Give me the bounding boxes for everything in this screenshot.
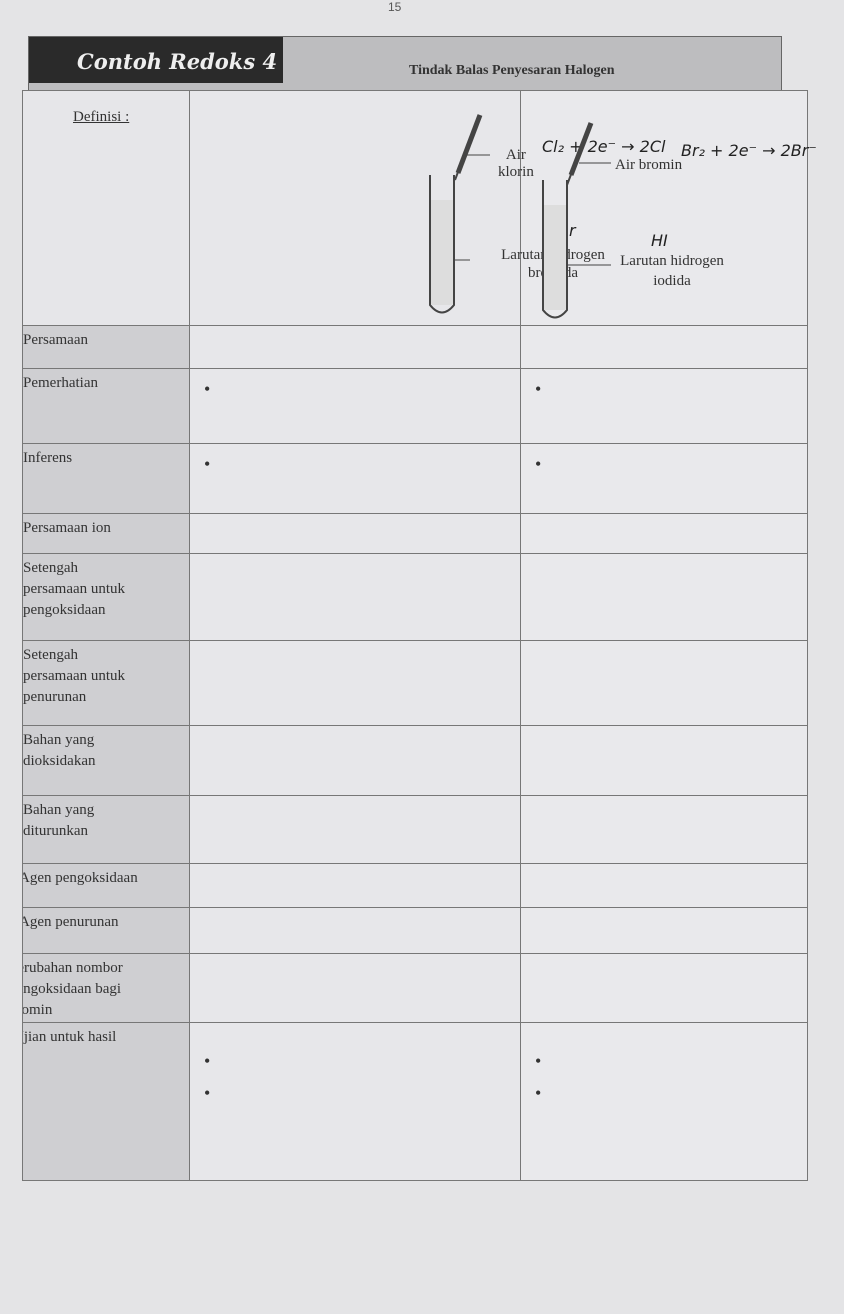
page-number: 15 bbox=[388, 0, 402, 14]
bullet: • bbox=[204, 1051, 211, 1071]
row-label: pengoksidaan bagi bbox=[23, 981, 122, 997]
answer-cell[interactable] bbox=[520, 553, 808, 641]
answer-cell[interactable] bbox=[520, 907, 808, 954]
bullet: • bbox=[535, 1083, 542, 1103]
table-row: Agen penurunan bbox=[22, 907, 808, 954]
answer-cell[interactable] bbox=[520, 953, 808, 1023]
row-label: Bahan yang bbox=[23, 732, 95, 748]
table-row: Agen pengoksidaan bbox=[22, 863, 808, 908]
row-label: Bahan yang bbox=[23, 802, 95, 818]
table-row: Bahan yang dioksidakan bbox=[22, 725, 808, 796]
row-label-cell: Setengah persamaan untuk pengoksidaan bbox=[22, 553, 190, 641]
table-row: Persamaan ion bbox=[22, 513, 808, 554]
worksheet-table: Definisi : Air klorin Cl₂ + 2e⁻ → 2Cl HB… bbox=[22, 90, 817, 1181]
answer-cell[interactable] bbox=[520, 513, 808, 554]
answer-cell[interactable]: • • bbox=[520, 1022, 808, 1181]
table-row: Setengah persamaan untuk penurunan bbox=[22, 640, 808, 726]
row-label-cell: Agen penurunan bbox=[22, 907, 190, 954]
row-label-cell: Inferens bbox=[22, 443, 190, 514]
diagram-chlorine: Air klorin Cl₂ + 2e⁻ → 2Cl HBr Larutan h… bbox=[190, 95, 665, 325]
answer-cell[interactable] bbox=[520, 863, 808, 908]
row-label: Agen pengoksidaan bbox=[22, 870, 138, 886]
table-row: Setengah persamaan untuk pengoksidaan bbox=[22, 553, 808, 641]
bullet: • bbox=[204, 454, 211, 474]
row-label: dioksidakan bbox=[23, 753, 96, 769]
row-label-cell: Bahan yang dioksidakan bbox=[22, 725, 190, 796]
table-row: Ujian untuk hasil • • • • bbox=[22, 1022, 808, 1181]
row-label: Inferens bbox=[23, 450, 73, 466]
answer-cell[interactable]: • bbox=[189, 368, 521, 444]
table-row: Inferens • • bbox=[22, 443, 808, 514]
row-label: Perubahan nombor bbox=[24, 960, 123, 976]
row-label-cell: Persamaan bbox=[22, 325, 190, 369]
answer-cell[interactable] bbox=[189, 325, 521, 369]
header-title: Contoh Redoks 4 bbox=[29, 37, 283, 83]
definition-label: Definisi : bbox=[73, 109, 130, 125]
answer-cell[interactable] bbox=[189, 553, 521, 641]
row-label: Setengah bbox=[23, 647, 78, 663]
bullet: • bbox=[535, 1051, 542, 1071]
test-tube-dropper-icon bbox=[429, 114, 490, 314]
bullet: • bbox=[535, 379, 542, 399]
row-label: Ujian untuk hasil bbox=[22, 1029, 117, 1045]
answer-cell[interactable] bbox=[189, 640, 521, 726]
bullet: • bbox=[535, 454, 542, 474]
answer-cell[interactable] bbox=[520, 640, 808, 726]
dropper-label: Air bromin bbox=[615, 157, 683, 173]
row-label: persamaan untuk bbox=[23, 668, 126, 684]
row-label-cell: Perubahan nombor pengoksidaan bagi bromin bbox=[22, 953, 190, 1023]
header-subtitle: Tindak Balas Penyesaran Halogen bbox=[409, 63, 615, 78]
handwritten-equation: Cl₂ + 2e⁻ → 2Cl bbox=[542, 137, 666, 156]
answer-cell[interactable] bbox=[189, 725, 521, 796]
bullet: • bbox=[204, 379, 211, 399]
row-label-cell: Persamaan ion bbox=[22, 513, 190, 554]
solution-label: Larutan hidrogen bbox=[620, 253, 724, 269]
row-label: Setengah bbox=[23, 560, 78, 576]
answer-cell[interactable] bbox=[189, 907, 521, 954]
answer-cell[interactable] bbox=[189, 513, 521, 554]
row-label: persamaan untuk bbox=[23, 581, 126, 597]
row-label: penurunan bbox=[23, 689, 87, 705]
dropper-label: Air klorin bbox=[498, 147, 534, 180]
row-label-cell: Bahan yang diturunkan bbox=[22, 795, 190, 864]
answer-cell[interactable]: • bbox=[189, 443, 521, 514]
row-label-cell: Setengah persamaan untuk penurunan bbox=[22, 640, 190, 726]
answer-cell[interactable]: • bbox=[520, 443, 808, 514]
row-label-cell: Pemerhatian bbox=[22, 368, 190, 444]
row-label: diturunkan bbox=[23, 823, 89, 839]
row-label-cell: Agen pengoksidaan bbox=[22, 863, 190, 908]
row-label: Agen penurunan bbox=[22, 914, 119, 930]
row-label: Pemerhatian bbox=[23, 375, 98, 391]
solution-label: iodida bbox=[653, 273, 691, 289]
row-label-cell: Ujian untuk hasil bbox=[22, 1022, 190, 1181]
handwritten-equation: Br₂ + 2e⁻ → 2Br⁻ bbox=[681, 141, 817, 160]
row-label: Persamaan bbox=[23, 332, 88, 348]
answer-cell[interactable]: • bbox=[520, 368, 808, 444]
answer-cell[interactable] bbox=[520, 795, 808, 864]
answer-cell[interactable] bbox=[189, 953, 521, 1023]
diagram-bromine: Air bromin Br₂ + 2e⁻ → 2Br⁻ HI Larutan h… bbox=[521, 95, 817, 325]
table-row: Pemerhatian • • bbox=[22, 368, 808, 444]
table-row: Bahan yang diturunkan bbox=[22, 795, 808, 864]
bullet: • bbox=[204, 1083, 211, 1103]
answer-cell[interactable] bbox=[520, 725, 808, 796]
row-label: bromin bbox=[24, 1002, 53, 1018]
table-row: Perubahan nombor pengoksidaan bagi bromin bbox=[22, 953, 808, 1023]
table-row: Persamaan bbox=[22, 325, 808, 369]
row-label: pengoksidaan bbox=[23, 602, 106, 618]
answer-cell[interactable] bbox=[189, 795, 521, 864]
row-label: Persamaan ion bbox=[23, 520, 111, 536]
answer-cell[interactable] bbox=[189, 863, 521, 908]
diagram-row: Definisi : Air klorin Cl₂ + 2e⁻ → 2Cl HB… bbox=[22, 90, 817, 326]
handwritten-formula: HI bbox=[651, 231, 668, 250]
answer-cell[interactable]: • • bbox=[189, 1022, 521, 1181]
test-tube-dropper-icon bbox=[542, 122, 611, 319]
answer-cell[interactable] bbox=[520, 325, 808, 369]
